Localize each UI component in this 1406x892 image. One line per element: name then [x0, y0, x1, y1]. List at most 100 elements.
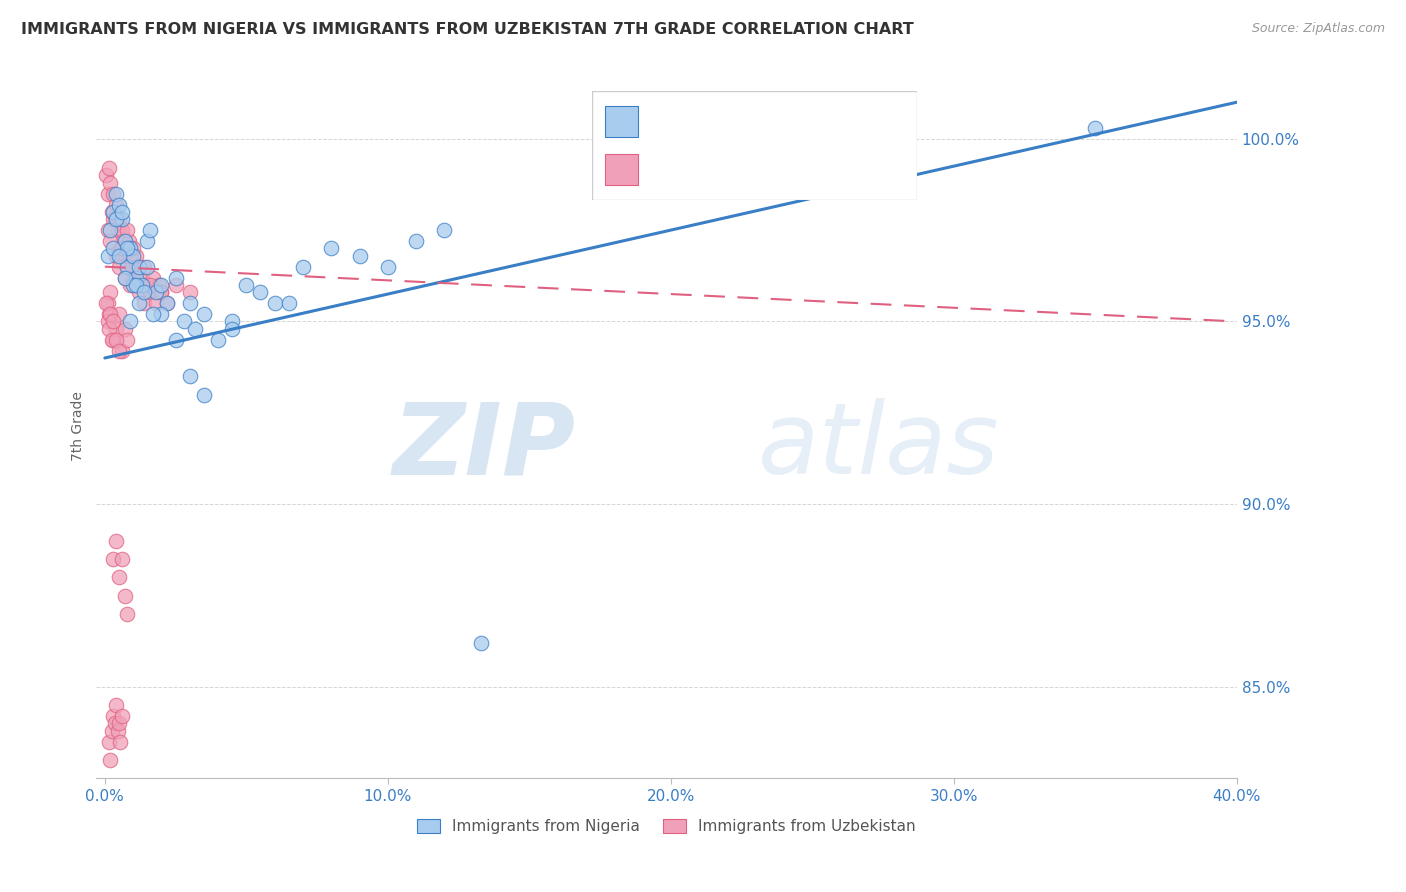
Point: [122, 249, 145, 263]
Point: [136, 260, 159, 274]
Point: [377, 260, 399, 274]
Point: [193, 387, 215, 401]
Point: [405, 234, 427, 248]
Y-axis label: 7th Grade: 7th Grade: [72, 391, 86, 460]
Point: [111, 223, 134, 237]
Point: [104, 212, 127, 227]
Point: [108, 307, 131, 321]
Point: [100, 176, 122, 190]
Point: [100, 753, 122, 767]
Point: [128, 296, 150, 310]
Point: [108, 716, 131, 731]
Point: [128, 277, 150, 292]
Point: [142, 307, 165, 321]
Point: [128, 285, 150, 300]
Point: [221, 322, 243, 336]
Point: [105, 322, 128, 336]
Point: [125, 270, 148, 285]
Point: [111, 241, 134, 255]
Point: [115, 241, 138, 255]
Point: [111, 204, 134, 219]
Point: [165, 277, 187, 292]
Point: [105, 249, 128, 263]
Point: [117, 260, 139, 274]
Point: [107, 723, 129, 738]
Point: [117, 223, 139, 237]
Point: [111, 343, 134, 358]
Point: [148, 277, 170, 292]
Point: [108, 212, 131, 227]
Point: [103, 212, 125, 227]
Point: [103, 333, 125, 347]
Point: [207, 333, 229, 347]
Point: [117, 241, 139, 255]
Point: [150, 285, 173, 300]
Point: [97, 314, 120, 328]
Point: [179, 296, 201, 310]
Point: [136, 234, 159, 248]
Point: [103, 552, 125, 566]
Text: atlas: atlas: [758, 398, 1000, 495]
Point: [110, 734, 132, 748]
Point: [139, 285, 162, 300]
Point: [134, 296, 156, 310]
Point: [98, 734, 121, 748]
Point: [139, 277, 162, 292]
Point: [107, 223, 129, 237]
Point: [120, 241, 142, 255]
Point: [165, 333, 187, 347]
Point: [97, 249, 120, 263]
Point: [139, 223, 162, 237]
Point: [98, 307, 121, 321]
Point: [103, 204, 125, 219]
Point: [156, 296, 179, 310]
Point: [98, 322, 121, 336]
Point: [108, 343, 131, 358]
Point: [105, 698, 128, 713]
Point: [145, 296, 167, 310]
Point: [114, 249, 136, 263]
Point: [114, 270, 136, 285]
Point: [249, 285, 271, 300]
Point: [105, 186, 128, 201]
Point: [117, 333, 139, 347]
Point: [100, 285, 122, 300]
Point: [221, 314, 243, 328]
Point: [114, 589, 136, 603]
Point: [117, 607, 139, 621]
Point: [1084, 120, 1107, 135]
Point: [114, 270, 136, 285]
Point: [114, 322, 136, 336]
Point: [125, 260, 148, 274]
Point: [131, 270, 153, 285]
Point: [103, 314, 125, 328]
Point: [470, 636, 492, 650]
Point: [100, 223, 122, 237]
Point: [150, 285, 173, 300]
Point: [125, 277, 148, 292]
Point: [122, 277, 145, 292]
Point: [108, 570, 131, 584]
Point: [108, 260, 131, 274]
Point: [105, 333, 128, 347]
Text: Source: ZipAtlas.com: Source: ZipAtlas.com: [1251, 22, 1385, 36]
Text: ZIP: ZIP: [392, 398, 575, 495]
Point: [235, 277, 257, 292]
Point: [150, 277, 173, 292]
Point: [263, 296, 285, 310]
Point: [179, 369, 201, 384]
Point: [105, 533, 128, 548]
Point: [136, 277, 159, 292]
Point: [114, 234, 136, 248]
Point: [145, 285, 167, 300]
Point: [173, 314, 195, 328]
Point: [111, 709, 134, 723]
Point: [121, 260, 143, 274]
Point: [156, 296, 179, 310]
Point: [150, 307, 173, 321]
Point: [184, 322, 207, 336]
Text: IMMIGRANTS FROM NIGERIA VS IMMIGRANTS FROM UZBEKISTAN 7TH GRADE CORRELATION CHAR: IMMIGRANTS FROM NIGERIA VS IMMIGRANTS FR…: [21, 22, 914, 37]
Point: [98, 161, 121, 175]
Point: [134, 260, 156, 274]
Point: [120, 314, 142, 328]
